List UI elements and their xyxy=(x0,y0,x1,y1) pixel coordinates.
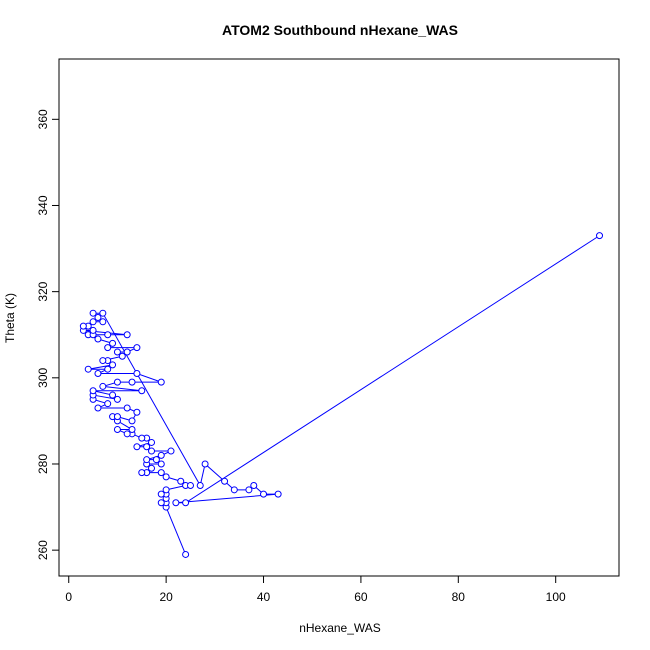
data-point xyxy=(128,417,136,425)
data-point xyxy=(167,447,175,455)
data-point xyxy=(118,352,126,360)
chart-title: ATOM2 Southbound nHexane_WAS xyxy=(222,22,458,38)
data-point xyxy=(113,378,121,386)
data-point xyxy=(250,482,258,490)
data-point xyxy=(123,430,131,438)
series-layer xyxy=(79,232,604,558)
data-point xyxy=(138,387,146,395)
x-tick-label: 0 xyxy=(65,590,72,604)
y-axis: 260 280 300 320 340 360 xyxy=(36,109,60,560)
x-axis-title: nHexane_WAS xyxy=(299,621,381,635)
data-point xyxy=(109,339,117,347)
data-point xyxy=(94,370,102,378)
data-point xyxy=(162,486,170,494)
data-point xyxy=(99,357,107,365)
y-tick-label: 280 xyxy=(36,454,50,474)
data-point xyxy=(94,314,102,321)
data-point xyxy=(157,460,165,468)
data-point xyxy=(128,378,136,386)
data-point xyxy=(123,404,131,412)
data-point xyxy=(182,499,190,507)
data-point xyxy=(109,391,117,399)
y-tick-label: 340 xyxy=(36,195,50,215)
data-point xyxy=(104,400,112,408)
data-point xyxy=(138,469,146,477)
data-point xyxy=(177,477,185,485)
data-point xyxy=(94,335,102,343)
data-point xyxy=(201,460,209,468)
data-point xyxy=(113,426,121,434)
y-tick-label: 260 xyxy=(36,540,50,560)
data-point xyxy=(230,486,238,494)
x-axis: 0 20 40 60 80 100 xyxy=(65,575,566,604)
y-axis-title: Theta (K) xyxy=(3,293,17,343)
y-tick-label: 320 xyxy=(36,281,50,301)
data-point xyxy=(94,404,102,412)
data-point xyxy=(186,482,194,490)
data-point xyxy=(109,361,117,369)
data-point xyxy=(79,322,87,330)
data-point xyxy=(123,348,131,356)
data-point xyxy=(245,486,253,494)
data-point xyxy=(133,408,141,416)
y-tick-label: 360 xyxy=(36,109,50,129)
data-point xyxy=(196,482,204,490)
data-point xyxy=(128,426,136,434)
data-point xyxy=(138,434,146,442)
data-point xyxy=(133,443,141,451)
data-point xyxy=(152,456,160,464)
data-point xyxy=(89,326,97,334)
data-point xyxy=(172,499,180,507)
data-point xyxy=(148,447,156,455)
data-point xyxy=(596,232,604,240)
x-tick-label: 60 xyxy=(354,590,368,604)
data-point xyxy=(260,490,268,498)
data-point xyxy=(162,473,170,481)
data-point xyxy=(89,309,97,317)
data-point xyxy=(104,365,112,373)
data-point xyxy=(148,438,156,446)
y-tick-label: 300 xyxy=(36,367,50,387)
data-point xyxy=(123,331,131,339)
data-point xyxy=(104,344,112,352)
data-point xyxy=(133,344,141,352)
data-point xyxy=(99,309,107,317)
data-point xyxy=(89,318,97,326)
data-point xyxy=(113,348,121,356)
x-tick-label: 80 xyxy=(452,590,466,604)
data-point xyxy=(157,378,165,386)
data-point xyxy=(99,382,107,390)
x-tick-label: 40 xyxy=(257,590,271,604)
x-tick-label: 100 xyxy=(546,590,566,604)
data-point xyxy=(157,490,165,498)
data-point xyxy=(157,469,165,477)
data-point xyxy=(148,464,156,472)
data-point xyxy=(84,365,92,373)
data-point xyxy=(157,499,165,507)
data-point xyxy=(113,395,121,403)
data-point xyxy=(133,370,141,378)
data-point xyxy=(182,550,190,558)
data-point xyxy=(274,490,282,498)
data-point xyxy=(89,387,97,395)
data-point xyxy=(104,331,112,339)
data-point xyxy=(143,456,151,464)
data-point xyxy=(157,451,165,459)
data-point xyxy=(143,443,151,451)
x-tick-label: 20 xyxy=(159,590,173,604)
data-point xyxy=(99,318,107,326)
data-point xyxy=(221,477,229,485)
data-point xyxy=(113,413,121,421)
